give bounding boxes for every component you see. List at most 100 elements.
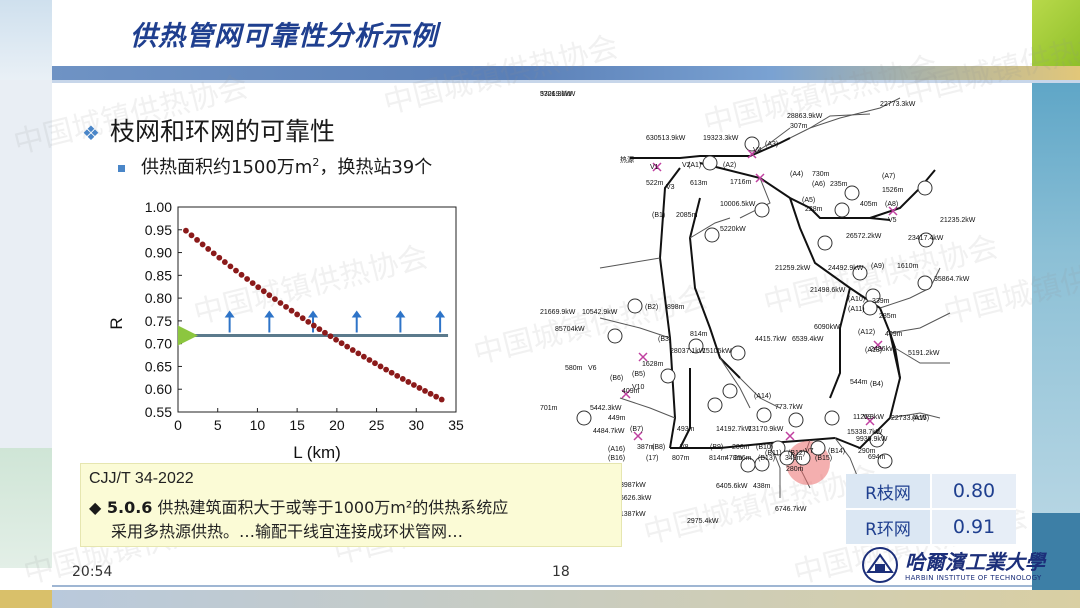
valve-icon (652, 162, 662, 172)
clause-number: ◆ 5.0.6 (89, 498, 153, 517)
valve-icon (755, 173, 765, 183)
network-label: (B9) (710, 444, 723, 451)
network-label: 1526m (882, 187, 904, 194)
square-bullet-icon (118, 164, 125, 172)
network-label: (B1) (652, 212, 665, 219)
network-label: 701m (540, 405, 558, 412)
branch-pipe (789, 97, 901, 139)
network-label: 21498.6kW (810, 287, 846, 294)
network-label: 2436kW (870, 346, 896, 353)
network-label: 580m (565, 365, 583, 372)
network-label: (A6) (812, 181, 825, 188)
network-label: 10006.5kW (720, 201, 756, 208)
diamond-bullet-icon: ❖ (82, 121, 100, 145)
network-label: 9939.9kW (856, 436, 888, 443)
note-line-1: ◆ 5.0.6 供热建筑面积大于或等于1000万m²的供热系统应 (89, 494, 508, 518)
network-label: 15105kW (702, 348, 732, 355)
network-node (869, 432, 885, 448)
branch-pipe (894, 347, 950, 364)
university-name-en: HARBIN INSTITUTE OF TECHNOLOGY (905, 574, 1042, 582)
data-point (366, 357, 373, 363)
data-point (322, 329, 328, 336)
network-label: (B11) (765, 450, 782, 457)
network-label: 5442.3kW (590, 405, 622, 412)
data-point (360, 353, 367, 360)
valve-icon (633, 431, 643, 441)
network-label: (A16) (608, 446, 625, 453)
data-point (260, 288, 267, 295)
up-arrow-icon (224, 310, 235, 333)
network-label: 1716m (730, 179, 752, 186)
network-label: (A12) (858, 329, 875, 336)
network-label: (A3) (765, 141, 778, 148)
note-line-1-text: 供热建筑面积大于或等于1000万m²的供热系统应 (152, 498, 509, 517)
network-label: (B15) (815, 455, 832, 462)
data-point (377, 363, 384, 370)
network-label: 35864.7kW (934, 276, 970, 283)
network-label: 2085m (676, 212, 698, 219)
corner-decor (1032, 0, 1080, 66)
branch-pipe (689, 217, 731, 239)
network-node (702, 155, 718, 171)
branch-pipe (809, 113, 871, 129)
data-point (210, 250, 217, 257)
network-label: V8 (680, 444, 689, 451)
network-node (707, 397, 723, 413)
network-label: 6405.6kW (716, 483, 748, 490)
branch-pipe (749, 127, 791, 157)
network-label: (A4) (790, 171, 803, 178)
data-point (199, 241, 206, 248)
x-tick-label: 10 (250, 417, 266, 433)
valve-icon (621, 389, 631, 399)
y-tick-label: 0.75 (145, 313, 172, 329)
pipe-segment (789, 197, 902, 450)
bullet-level2-prefix: 供热面积约1500万m (141, 157, 313, 178)
network-label: 339m (872, 298, 890, 305)
network-label: 6539.4kW (792, 336, 824, 343)
network-label: 290m (858, 448, 876, 455)
network-label: 409m (622, 388, 640, 395)
network-label: 235m (830, 181, 848, 188)
data-point (255, 284, 262, 291)
table-row: R环网 0.91 (846, 509, 1016, 546)
network-label: 694m (868, 454, 886, 461)
network-label: (B4) (870, 381, 883, 388)
data-point (216, 254, 223, 261)
network-label: 5706.3kW (540, 91, 572, 98)
data-point (427, 390, 434, 397)
network-node (917, 275, 933, 291)
network-label: 307m (790, 123, 808, 130)
y-tick-label: 0.55 (145, 404, 172, 420)
network-label: 5191.2kW (908, 350, 940, 357)
network-label: 228m (805, 206, 823, 213)
x-tick-label: 25 (369, 417, 385, 433)
data-point (388, 369, 395, 376)
network-node (877, 453, 893, 469)
r-loop-value: 0.91 (930, 509, 1016, 546)
network-node (756, 407, 772, 423)
data-point (316, 326, 323, 333)
network-label: 85704kW (555, 326, 585, 333)
network-label: 478m (725, 455, 743, 462)
valve-icon (638, 352, 648, 362)
slide-title: 供热管网可靠性分析示例 (130, 21, 438, 52)
bullet-level2-sup: 2 (312, 156, 320, 169)
network-label: (B12) (788, 450, 805, 457)
network-node (576, 410, 592, 426)
network-node (688, 338, 704, 354)
y-tick-label: 0.60 (145, 381, 172, 397)
arrow-head (308, 310, 319, 318)
network-label: 630513.9kW (646, 135, 686, 142)
bullet-level2-suffix: ，换热站39个 (319, 157, 433, 178)
x-axis-label: L (km) (293, 443, 341, 462)
data-point (349, 347, 356, 353)
network-label: 285m (879, 313, 897, 320)
y-axis-label: R (108, 317, 126, 329)
bullet-level1: ❖ 枝网和环网的可靠性 (82, 112, 335, 148)
y-tick-label: 0.70 (145, 336, 172, 352)
network-label: 28863.9kW (787, 113, 823, 120)
up-arrow-icon (395, 310, 406, 333)
network-label: V9 (863, 414, 872, 421)
network-label: V5 (888, 217, 897, 224)
left-decor-band (0, 448, 52, 568)
